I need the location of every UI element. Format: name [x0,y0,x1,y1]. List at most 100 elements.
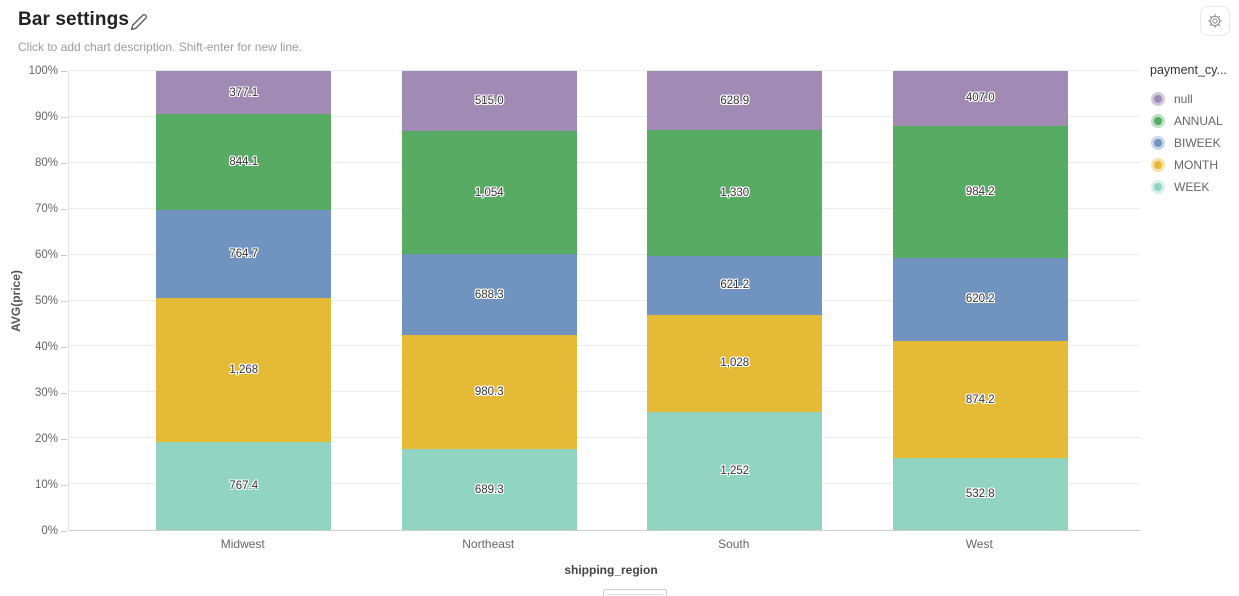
legend-item-null[interactable]: null [1150,88,1239,110]
bar-segment-month-south[interactable]: 1,028 [647,314,823,412]
bar-segment-biweek-west[interactable]: 620.2 [892,257,1068,342]
segment-value-label: 1,028 [720,357,750,370]
y-tick-label: 100% [28,65,58,77]
y-axis-tick [61,301,67,302]
segment-value-label: 689.3 [474,483,504,496]
y-tick-label: 10% [34,479,58,491]
segment-value-label: 407.0 [965,92,995,105]
bar-segment-null-northeast[interactable]: 515.0 [401,71,577,132]
legend: payment_cy... null ANNUAL BIWEEK MONTH WEEK [1150,63,1239,198]
bar-column-south: 628.9 1,330 621.2 1,028 1,252 [612,71,858,530]
y-axis-tick [61,485,67,486]
y-tick-label: 50% [34,295,58,307]
x-tick-label-northeast: Northeast [462,537,515,551]
y-tick-label: 90% [34,111,58,123]
segment-value-label: 767.4 [229,480,259,493]
gridline [69,483,1140,485]
gridline [69,391,1140,393]
stacked-bar-south: 628.9 1,330 621.2 1,028 1,252 [647,71,823,530]
segment-value-label: 377.1 [229,86,259,99]
y-tick-label: 40% [34,341,58,353]
gridline [69,207,1140,209]
chart-description-placeholder[interactable]: Click to add chart description. Shift-en… [18,40,303,54]
bar-segment-annual-south[interactable]: 1,330 [647,130,823,256]
legend-item-label: ANNUAL [1174,114,1223,128]
gridline [69,115,1140,117]
y-axis-tick [61,393,67,394]
segment-value-label: 1,268 [229,364,259,377]
legend-item-biweek[interactable]: BIWEEK [1150,132,1239,154]
bar-segment-biweek-midwest[interactable]: 764.7 [156,210,332,298]
gridline [69,253,1140,255]
y-axis-tick [61,347,67,348]
gridline [69,345,1140,347]
segment-value-label: 980.3 [474,386,504,399]
segment-value-label: 1,054 [474,186,504,199]
y-axis-tick [61,117,67,118]
plot-area: 377.1 844.1 764.7 1,268 767.4 515.0 1,054 688.3… [68,70,1140,531]
bar-segment-biweek-south[interactable]: 621.2 [647,255,823,315]
segment-value-label: 874.2 [965,393,995,406]
bar-segment-annual-midwest[interactable]: 844.1 [156,114,332,211]
y-axis-tick [61,163,67,164]
segment-value-label: 1,252 [720,464,750,477]
gridline [69,161,1140,163]
segment-value-label: 1,330 [720,187,750,200]
bar-segment-biweek-northeast[interactable]: 688.3 [401,254,577,335]
segment-value-label: 620.2 [965,293,995,306]
legend-item-label: null [1174,92,1193,106]
segment-value-label: 984.2 [965,185,995,198]
legend-swatch-icon [1154,95,1162,103]
bottom-panel-handle[interactable] [603,589,667,596]
bar-segment-null-south[interactable]: 628.9 [647,71,823,131]
gridline [69,70,1140,71]
segment-value-label: 628.9 [720,94,750,107]
segment-value-label: 844.1 [229,156,259,169]
bars-area: 377.1 844.1 764.7 1,268 767.4 515.0 1,054 688.3… [121,71,1103,530]
gridline [69,437,1140,439]
segment-value-label: 688.3 [474,288,504,301]
settings-button[interactable] [1200,6,1230,36]
bar-column-west: 407.0 984.2 620.2 874.2 532.8 [858,71,1104,530]
segment-value-label: 515.0 [474,95,504,108]
y-tick-label: 20% [34,433,58,445]
pencil-icon[interactable] [130,13,148,31]
bar-column-midwest: 377.1 844.1 764.7 1,268 767.4 [121,71,367,530]
stacked-bar-northeast: 515.0 1,054 688.3 980.3 689.3 [401,71,577,530]
bar-segment-month-west[interactable]: 874.2 [892,341,1068,459]
bar-segment-month-midwest[interactable]: 1,268 [156,297,332,443]
segment-value-label: 764.7 [229,248,259,261]
y-tick-label: 0% [41,525,58,537]
bar-segment-null-midwest[interactable]: 377.1 [156,71,332,115]
legend-item-annual[interactable]: ANNUAL [1150,110,1239,132]
legend-item-month[interactable]: MONTH [1150,154,1239,176]
legend-item-label: BIWEEK [1174,136,1221,150]
bar-segment-annual-northeast[interactable]: 1,054 [401,131,577,255]
gear-icon [1207,13,1223,29]
bar-segment-month-northeast[interactable]: 980.3 [401,334,577,450]
y-axis-tick [61,209,67,210]
bar-segment-annual-west[interactable]: 984.2 [892,125,1068,258]
bar-segment-week-midwest[interactable]: 767.4 [156,442,332,530]
legend-item-week[interactable]: WEEK [1150,176,1239,198]
legend-swatch-icon [1154,183,1162,191]
legend-item-label: MONTH [1174,158,1218,172]
x-tick-label-south: South [718,537,750,551]
y-axis-tick [61,531,67,532]
x-tick-label-midwest: Midwest [220,537,265,551]
bar-segment-week-northeast[interactable]: 689.3 [401,449,577,530]
bar-segment-week-south[interactable]: 1,252 [647,411,823,530]
x-tick-label-west: West [965,537,993,551]
legend-swatch-icon [1154,161,1162,169]
stacked-bar-west: 407.0 984.2 620.2 874.2 532.8 [892,71,1068,530]
page-title[interactable]: Bar settings [18,9,130,30]
legend-title: payment_cy... [1150,63,1227,77]
y-tick-label: 60% [34,249,58,261]
segment-value-label: 621.2 [720,279,750,292]
segment-value-label: 532.8 [965,488,995,501]
gridline [69,299,1140,301]
bar-segment-null-west[interactable]: 407.0 [892,71,1068,126]
x-axis-title: shipping_region [564,563,658,577]
legend-swatch-icon [1154,139,1162,147]
bar-segment-week-west[interactable]: 532.8 [892,458,1068,530]
